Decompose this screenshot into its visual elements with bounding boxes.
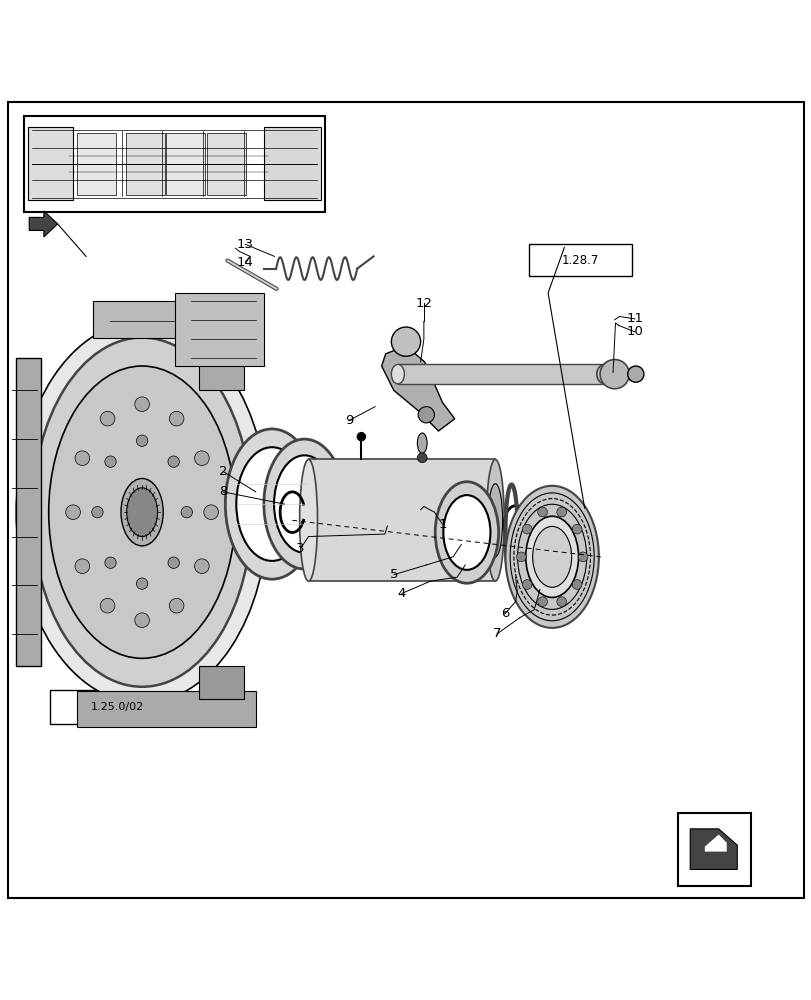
FancyBboxPatch shape bbox=[529, 244, 631, 276]
Ellipse shape bbox=[32, 338, 251, 687]
Ellipse shape bbox=[273, 455, 334, 553]
Circle shape bbox=[75, 451, 89, 465]
Circle shape bbox=[92, 506, 103, 518]
Text: 14: 14 bbox=[237, 256, 253, 269]
Bar bbox=[308, 459, 495, 581]
Ellipse shape bbox=[391, 364, 404, 384]
Text: 2: 2 bbox=[219, 465, 227, 478]
Ellipse shape bbox=[236, 447, 307, 561]
Text: 4: 4 bbox=[397, 587, 406, 600]
Bar bbox=[166, 133, 205, 195]
Bar bbox=[199, 666, 243, 699]
Ellipse shape bbox=[121, 478, 163, 546]
Circle shape bbox=[100, 598, 114, 613]
Circle shape bbox=[516, 552, 526, 562]
Polygon shape bbox=[29, 211, 58, 237]
Bar bbox=[174, 293, 264, 366]
Text: 1: 1 bbox=[438, 518, 446, 531]
Ellipse shape bbox=[225, 429, 318, 579]
Bar bbox=[397, 364, 604, 384]
Circle shape bbox=[418, 407, 434, 423]
Ellipse shape bbox=[526, 516, 577, 597]
Circle shape bbox=[204, 505, 218, 519]
Text: 12: 12 bbox=[415, 297, 431, 310]
Polygon shape bbox=[704, 835, 726, 852]
Polygon shape bbox=[381, 346, 454, 431]
Circle shape bbox=[195, 451, 209, 465]
Bar bbox=[77, 691, 255, 727]
Ellipse shape bbox=[16, 321, 268, 703]
Circle shape bbox=[556, 507, 566, 517]
Polygon shape bbox=[689, 829, 736, 869]
Bar bbox=[77, 133, 116, 195]
Circle shape bbox=[75, 559, 89, 573]
Circle shape bbox=[135, 397, 149, 411]
Text: 13: 13 bbox=[237, 238, 253, 251]
Circle shape bbox=[391, 327, 420, 356]
Bar bbox=[28, 127, 73, 200]
Circle shape bbox=[417, 453, 427, 463]
Ellipse shape bbox=[532, 526, 571, 587]
Circle shape bbox=[181, 506, 192, 518]
Circle shape bbox=[521, 524, 531, 534]
Text: 1.25.0/02: 1.25.0/02 bbox=[91, 702, 144, 712]
Circle shape bbox=[168, 456, 179, 467]
Ellipse shape bbox=[504, 486, 598, 628]
Circle shape bbox=[66, 505, 80, 519]
Ellipse shape bbox=[435, 482, 498, 583]
Bar bbox=[24, 116, 324, 212]
Text: 7: 7 bbox=[492, 627, 500, 640]
Circle shape bbox=[136, 578, 148, 589]
Ellipse shape bbox=[486, 459, 504, 581]
Ellipse shape bbox=[487, 484, 502, 557]
Text: 1.28.7: 1.28.7 bbox=[561, 254, 599, 267]
Circle shape bbox=[195, 559, 209, 573]
Circle shape bbox=[169, 598, 183, 613]
Circle shape bbox=[105, 557, 116, 568]
Text: 3: 3 bbox=[296, 542, 304, 555]
Circle shape bbox=[556, 597, 566, 607]
Ellipse shape bbox=[596, 364, 612, 384]
Circle shape bbox=[572, 524, 581, 534]
Bar bbox=[264, 127, 320, 200]
Circle shape bbox=[577, 552, 587, 562]
Circle shape bbox=[627, 366, 643, 382]
Ellipse shape bbox=[49, 366, 235, 658]
Text: 6: 6 bbox=[500, 607, 508, 620]
Circle shape bbox=[599, 360, 629, 389]
Bar bbox=[93, 301, 191, 338]
Bar bbox=[126, 133, 165, 195]
FancyBboxPatch shape bbox=[50, 690, 185, 724]
Ellipse shape bbox=[299, 459, 317, 581]
Text: 8: 8 bbox=[219, 485, 227, 498]
Bar bbox=[16, 358, 41, 666]
Circle shape bbox=[537, 507, 547, 517]
Circle shape bbox=[168, 557, 179, 568]
Text: 9: 9 bbox=[345, 414, 353, 427]
Bar bbox=[207, 133, 246, 195]
Text: 5: 5 bbox=[389, 568, 397, 581]
Circle shape bbox=[572, 580, 581, 589]
Ellipse shape bbox=[417, 433, 427, 453]
Circle shape bbox=[105, 456, 116, 467]
Circle shape bbox=[135, 613, 149, 627]
Ellipse shape bbox=[127, 488, 157, 537]
Text: 10: 10 bbox=[626, 325, 642, 338]
Circle shape bbox=[169, 411, 183, 426]
Circle shape bbox=[537, 597, 547, 607]
Circle shape bbox=[357, 433, 365, 441]
Text: 11: 11 bbox=[626, 312, 642, 325]
Bar bbox=[677, 813, 750, 886]
Circle shape bbox=[101, 411, 115, 426]
Circle shape bbox=[136, 435, 148, 446]
Bar bbox=[199, 358, 243, 390]
Ellipse shape bbox=[264, 439, 345, 569]
Circle shape bbox=[521, 580, 531, 589]
Ellipse shape bbox=[443, 495, 490, 570]
